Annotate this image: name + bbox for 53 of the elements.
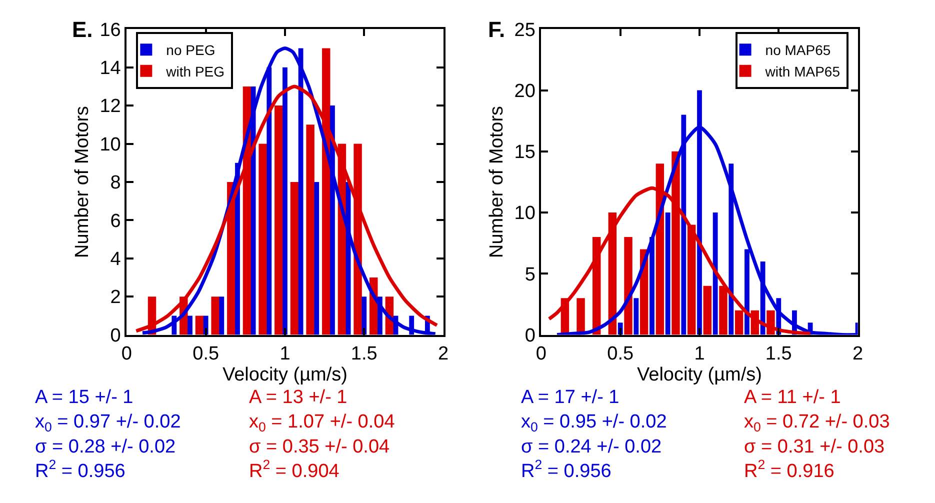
legend-label: with PEG	[165, 63, 225, 80]
x-tick-label: 0.5	[607, 344, 634, 365]
legend-label: no MAP65	[765, 42, 831, 58]
y-tick-label: 25	[514, 20, 536, 41]
bar	[211, 296, 220, 335]
text: A = 13 +/- 1 x$_{0}$ = 1.07 +/- 0.04 σ = 0.35 +/- 0.04 R$^{2}$ = 0.904	[249, 387, 396, 482]
y-tick-label: 10	[514, 203, 536, 224]
y-axis-title: Number of Motors	[72, 106, 94, 258]
legend-label: no PEG	[166, 42, 216, 58]
bar	[195, 316, 204, 335]
bar	[712, 212, 718, 335]
y-axis-title: Number of Motors	[486, 106, 508, 258]
text: A = 11 +/- 1 x$_{0}$ = 0.72 +/- 0.03 σ = 0.31 +/- 0.03 R$^{2}$ = 0.916	[744, 387, 890, 482]
y-tick-label: 0	[524, 325, 536, 346]
y-tick-label: 0	[110, 325, 121, 346]
x-axis-title: Velocity (µm/s)	[222, 364, 348, 386]
text: A = 17 +/- 1 x$_{0}$ = 0.95 +/- 0.02 σ = 0.24 +/- 0.02 R$^{2}$ = 0.956	[521, 387, 667, 482]
bar	[634, 298, 639, 335]
x-tick-label: 0.5	[192, 344, 220, 365]
bar	[665, 212, 670, 335]
bar	[306, 124, 314, 335]
bar	[258, 144, 267, 335]
y-tick-label: 2	[110, 287, 121, 308]
chart-title: E.	[72, 17, 93, 42]
y-tick-label: 5	[524, 264, 536, 286]
x-tick-label: 1.5	[350, 344, 378, 365]
bar	[290, 182, 299, 335]
bar	[282, 67, 288, 335]
chart-title: F.	[488, 17, 506, 42]
y-tick-label: 6	[110, 210, 121, 232]
bar	[362, 296, 367, 335]
x-tick-label: 2	[852, 344, 864, 365]
line-series	[140, 46, 438, 335]
y-tick-label: 15	[514, 142, 536, 164]
x-tick-label: 1	[694, 344, 705, 365]
bar	[703, 286, 712, 335]
x-tick-label: 1	[280, 344, 290, 365]
y-tick-label: 14	[100, 58, 122, 79]
x-axis-title: Velocity (µm/s)	[637, 364, 762, 386]
y-tick-label: 16	[100, 20, 121, 41]
bar	[188, 316, 192, 335]
y-tick-label: 4	[110, 249, 122, 270]
text: A = 15 +/- 1 x$_{0}$ = 0.97 +/- 0.02 σ = 0.28 +/- 0.02 R$^{2}$ = 0.956	[35, 387, 181, 482]
bar	[219, 296, 224, 335]
legend-label: with MAP65	[764, 63, 840, 80]
x-tick-label: 2	[438, 344, 449, 365]
y-tick-label: 10	[100, 134, 121, 156]
y-tick-label: 8	[110, 172, 121, 194]
y-tick-label: 20	[514, 80, 536, 102]
x-tick-label: 1.5	[765, 344, 792, 365]
bar	[314, 182, 320, 335]
y-tick-label: 12	[100, 96, 121, 118]
bar	[624, 236, 632, 335]
